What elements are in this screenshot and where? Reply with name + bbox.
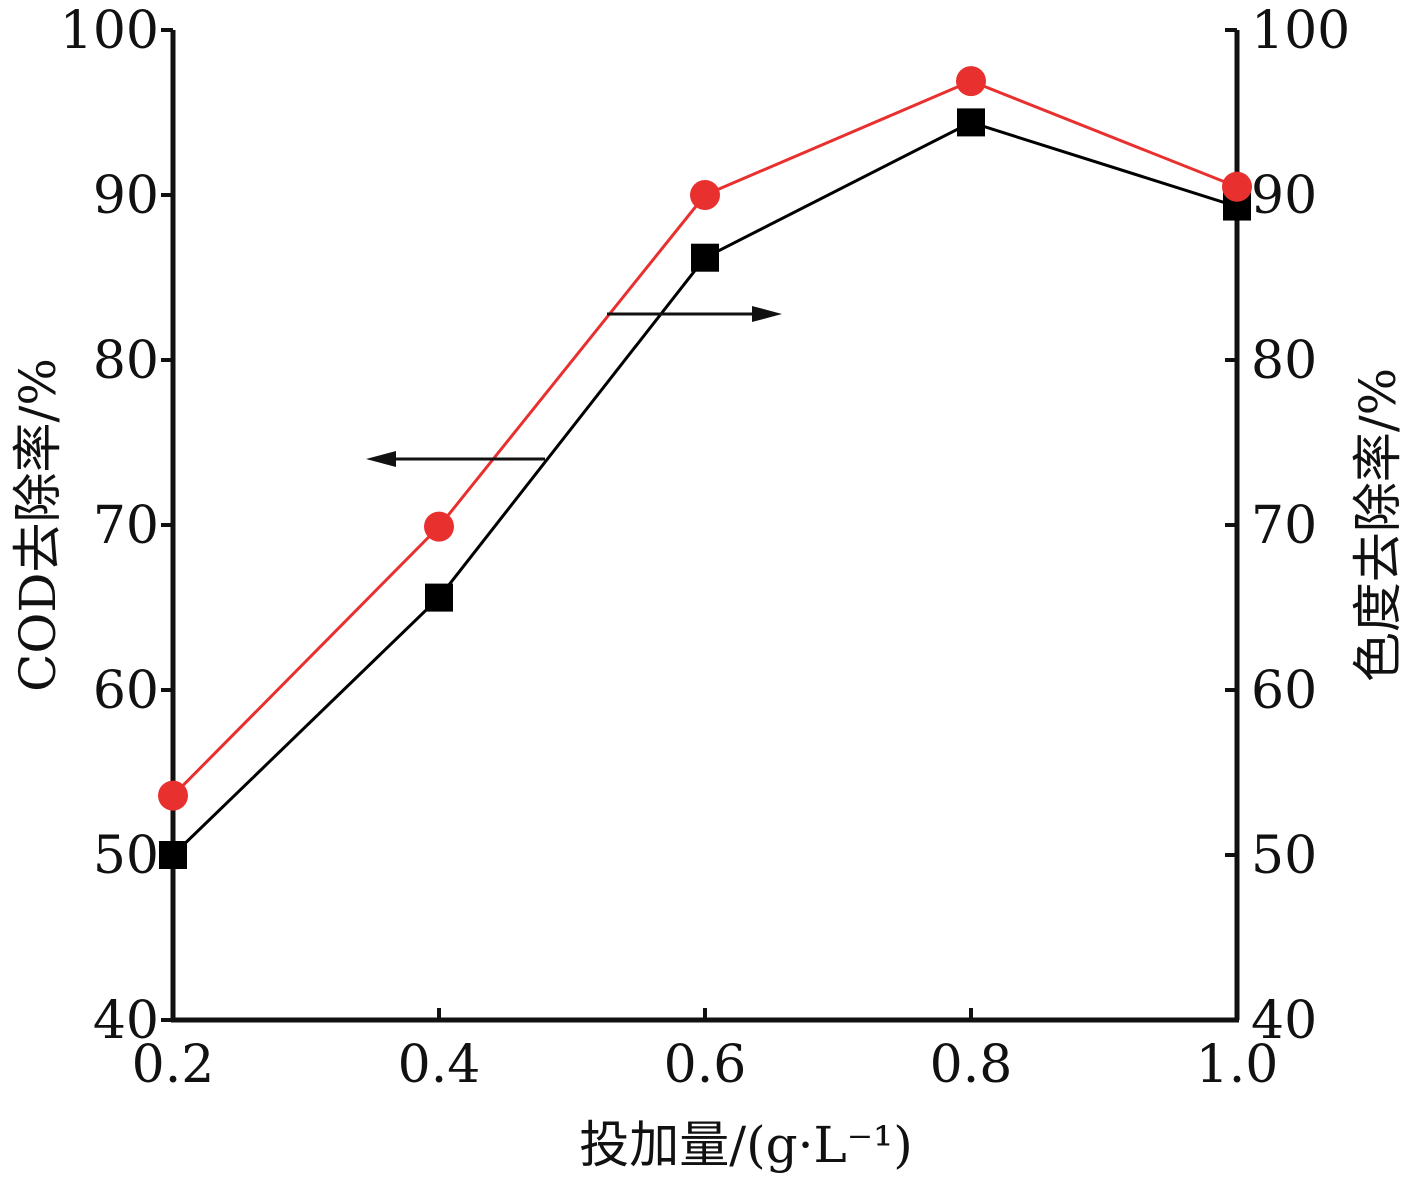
series-1-square-marker xyxy=(425,583,453,612)
x-tick-label: 0.2 xyxy=(132,1035,215,1095)
x-tick-label: 1.0 xyxy=(1196,1035,1279,1095)
series-2-circle-marker xyxy=(956,66,986,97)
left-y-axis-title: COD去除率/% xyxy=(9,358,67,692)
annotation-arrows xyxy=(366,306,782,467)
ticks xyxy=(161,28,1239,1022)
series-2-circle-marker xyxy=(424,511,454,542)
x-tick-label: 0.8 xyxy=(930,1035,1013,1095)
series-line-1 xyxy=(171,120,1238,857)
right-y-tick-label: 100 xyxy=(1251,1,1350,61)
series-1-square-marker xyxy=(159,841,187,869)
markers xyxy=(158,66,1252,869)
right-y-tick-label: 60 xyxy=(1251,661,1317,721)
right-y-axis-title: 色度去除率/% xyxy=(1349,368,1407,682)
right-y-tick-label: 40 xyxy=(1251,991,1317,1051)
x-axis-title: 投加量/(g·L⁻¹) xyxy=(579,1116,912,1174)
left-y-tick-label: 100 xyxy=(60,1,159,61)
series-2-circle-marker xyxy=(1222,171,1252,202)
right-y-tick-label: 90 xyxy=(1251,166,1317,226)
series-2-circle-marker xyxy=(690,180,720,210)
right-arrow-icon xyxy=(752,306,782,322)
series-1-square-marker xyxy=(957,108,985,137)
series-1-square-marker xyxy=(691,243,719,272)
left-y-tick-label: 90 xyxy=(93,166,159,226)
left-y-tick-label: 40 xyxy=(93,991,159,1051)
right-y-tick-label: 80 xyxy=(1251,331,1317,391)
x-tick-label: 0.6 xyxy=(664,1035,747,1095)
right-y-tick-label: 70 xyxy=(1251,496,1317,556)
right-y-tick-label: 50 xyxy=(1251,826,1317,886)
x-tick-label: 0.4 xyxy=(398,1035,481,1095)
left-y-tick-label: 60 xyxy=(93,661,159,721)
left-y-tick-label: 70 xyxy=(93,496,159,556)
left-y-tick-label: 80 xyxy=(93,331,159,391)
left-arrow-icon xyxy=(366,451,396,467)
axes xyxy=(170,30,1240,1023)
left-y-tick-label: 50 xyxy=(93,826,159,886)
series-2-circle-marker xyxy=(158,780,188,811)
